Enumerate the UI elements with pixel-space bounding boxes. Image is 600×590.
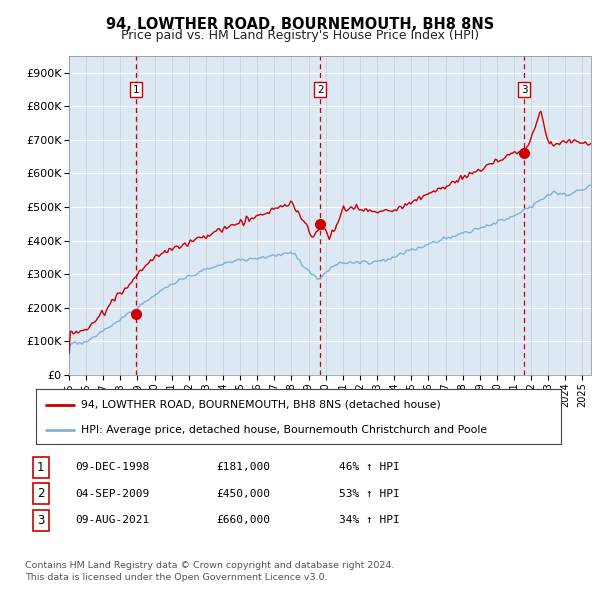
- Text: 53% ↑ HPI: 53% ↑ HPI: [339, 489, 400, 499]
- Text: Price paid vs. HM Land Registry's House Price Index (HPI): Price paid vs. HM Land Registry's House …: [121, 30, 479, 42]
- Text: HPI: Average price, detached house, Bournemouth Christchurch and Poole: HPI: Average price, detached house, Bour…: [80, 425, 487, 435]
- Text: 04-SEP-2009: 04-SEP-2009: [75, 489, 149, 499]
- Text: 09-AUG-2021: 09-AUG-2021: [75, 516, 149, 525]
- Text: 46% ↑ HPI: 46% ↑ HPI: [339, 463, 400, 472]
- Text: 1: 1: [133, 84, 139, 94]
- Text: 34% ↑ HPI: 34% ↑ HPI: [339, 516, 400, 525]
- Text: 2: 2: [37, 487, 44, 500]
- Text: £181,000: £181,000: [216, 463, 270, 472]
- Text: 3: 3: [37, 514, 44, 527]
- Text: This data is licensed under the Open Government Licence v3.0.: This data is licensed under the Open Gov…: [25, 573, 328, 582]
- Text: 94, LOWTHER ROAD, BOURNEMOUTH, BH8 8NS (detached house): 94, LOWTHER ROAD, BOURNEMOUTH, BH8 8NS (…: [80, 399, 440, 409]
- Text: 09-DEC-1998: 09-DEC-1998: [75, 463, 149, 472]
- Text: £660,000: £660,000: [216, 516, 270, 525]
- Text: Contains HM Land Registry data © Crown copyright and database right 2024.: Contains HM Land Registry data © Crown c…: [25, 560, 395, 569]
- Text: 3: 3: [521, 84, 527, 94]
- Text: £450,000: £450,000: [216, 489, 270, 499]
- Text: 2: 2: [317, 84, 323, 94]
- Text: 94, LOWTHER ROAD, BOURNEMOUTH, BH8 8NS: 94, LOWTHER ROAD, BOURNEMOUTH, BH8 8NS: [106, 17, 494, 31]
- Text: 1: 1: [37, 461, 44, 474]
